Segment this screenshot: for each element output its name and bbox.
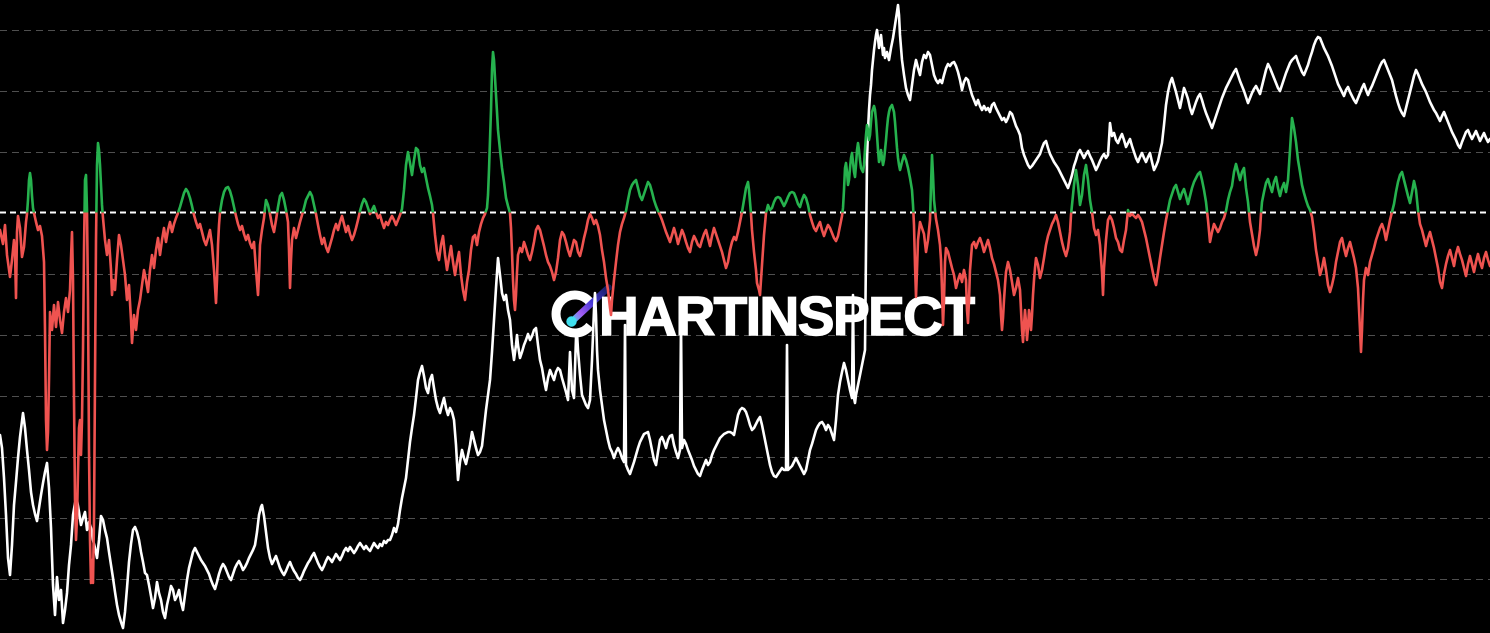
- brand-logo-c-icon: [551, 284, 612, 338]
- oscillator-series[interactable]: [0, 50, 1490, 585]
- price-line-series[interactable]: [0, 3, 1490, 630]
- oscillator-negative-segment[interactable]: [0, 52, 1490, 585]
- watermark-text: HARTINSPECT: [599, 285, 975, 347]
- gridlines: [0, 30, 1490, 580]
- oscillator-positive-segment[interactable]: [0, 50, 1490, 583]
- comet-icon: [569, 284, 612, 324]
- comet-head-icon: [566, 316, 577, 327]
- watermark: HARTINSPECT: [551, 284, 977, 348]
